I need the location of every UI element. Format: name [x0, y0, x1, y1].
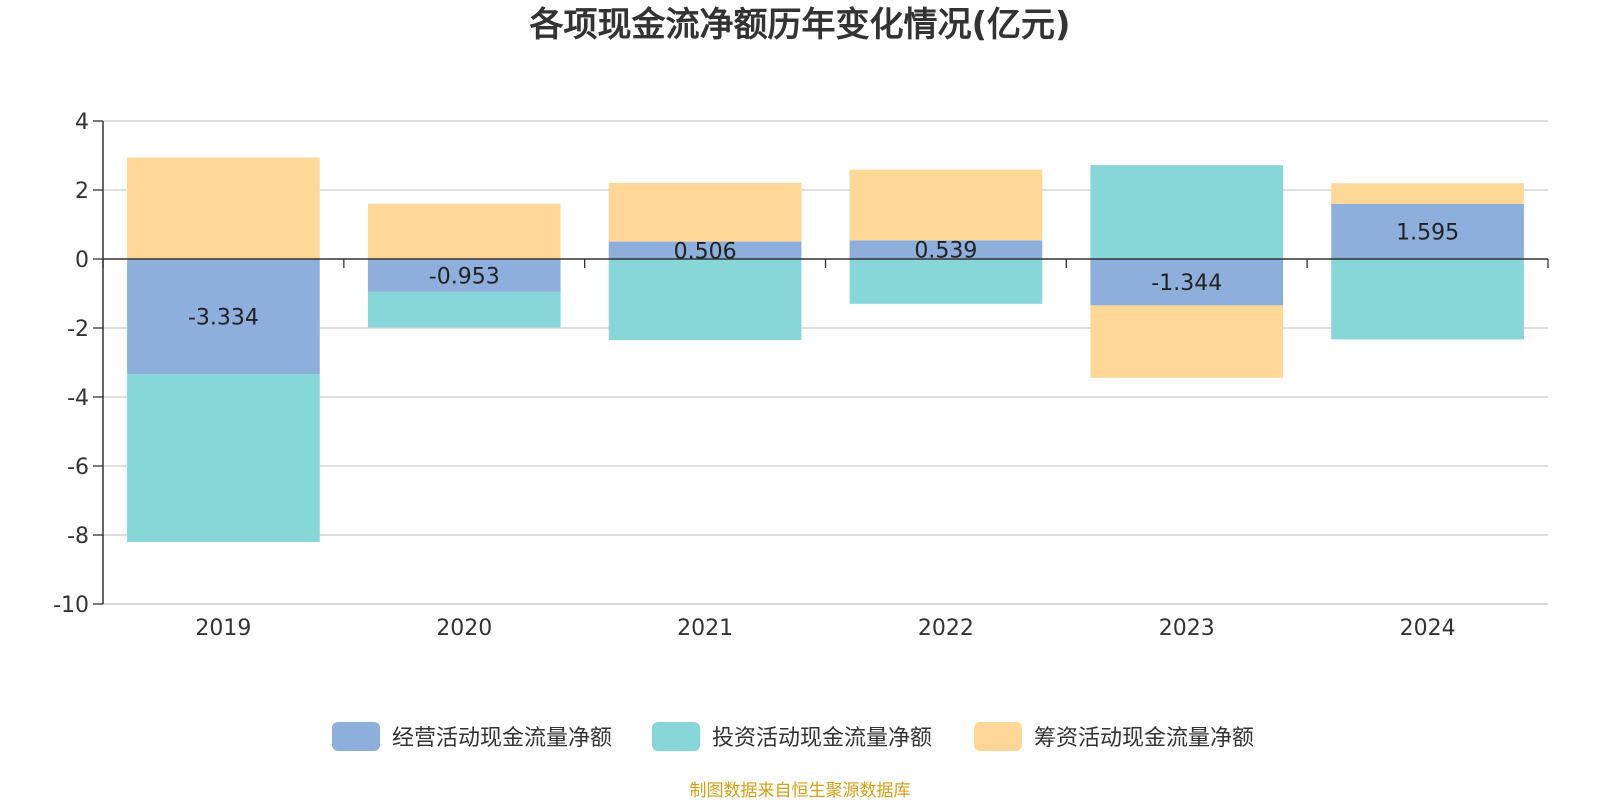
bar-segment-series-3: [1090, 305, 1284, 378]
gridlines: [103, 120, 1548, 605]
x-tick-label: 2022: [918, 616, 974, 641]
bar-segment-series-1: [367, 259, 561, 292]
legend-label: 筹资活动现金流量净额: [1034, 726, 1254, 751]
x-tick-label: 2020: [436, 616, 492, 641]
y-tick-label: -2: [67, 317, 89, 342]
legend-swatch: [332, 722, 380, 751]
y-tick-label: -6: [67, 455, 89, 480]
x-tick-label: 2023: [1159, 616, 1215, 641]
legend-item[interactable]: 投资活动现金流量净额: [652, 722, 932, 751]
legend-label: 经营活动现金流量净额: [392, 726, 612, 751]
bar-segment-series-1: [1090, 259, 1284, 306]
bar-segment-series-3: [127, 157, 320, 259]
y-tick-label: 2: [75, 179, 89, 204]
data-label: -0.953: [429, 264, 500, 289]
y-tick-label: 4: [75, 110, 89, 135]
data-labels: -3.334 -0.953 0.506 0.539 -1.344 1.595: [188, 220, 1459, 330]
legend: 经营活动现金流量净额 投资活动现金流量净额 筹资活动现金流量净额: [332, 722, 1254, 751]
bar-segment-series-2: [608, 259, 802, 341]
bar-segment-series-2: [127, 374, 320, 543]
y-tick-label: -8: [67, 524, 89, 549]
bar-segment-series-2: [1090, 165, 1284, 259]
legend-swatch: [974, 722, 1022, 751]
bar-segment-series-3: [608, 182, 802, 242]
bar-segment-series-3: [367, 203, 561, 259]
bar-segment-series-2: [367, 291, 561, 328]
bar-segment-series-2: [1331, 259, 1524, 340]
chart-title: 各项现金流净额历年变化情况(亿元): [529, 5, 1070, 45]
data-label: 0.506: [674, 239, 737, 264]
bar-segment-series-3: [849, 169, 1043, 241]
x-tick-label: 2024: [1400, 616, 1456, 641]
legend-item[interactable]: 筹资活动现金流量净额: [974, 722, 1254, 751]
bar-segment-series-2: [849, 259, 1043, 304]
bar-segment-series-1: [849, 240, 1043, 259]
legend-item[interactable]: 经营活动现金流量净额: [332, 722, 612, 751]
data-label: -1.344: [1151, 271, 1222, 296]
data-label: -3.334: [188, 306, 259, 331]
axes: 4 2 0 -2 -4 -6 -8 -10 2019 2020 2021 2022 2023 2024: [53, 110, 1549, 641]
bar-segment-series-1: [127, 259, 320, 375]
y-tick-label: -4: [67, 386, 89, 411]
y-tick-label: 0: [75, 248, 89, 273]
bar-segment-series-1: [608, 241, 802, 259]
data-label: 1.595: [1396, 220, 1459, 245]
bars: [127, 157, 1524, 543]
source-note: 制图数据来自恒生聚源数据库: [690, 781, 911, 800]
bar-segment-series-3: [1331, 183, 1524, 204]
legend-swatch: [652, 722, 700, 751]
x-tick-label: 2019: [195, 616, 251, 641]
legend-label: 投资活动现金流量净额: [712, 726, 932, 751]
bar-segment-series-1: [1331, 203, 1524, 259]
x-tick-label: 2021: [677, 616, 733, 641]
data-label: 0.539: [914, 239, 977, 264]
y-tick-label: -10: [53, 593, 89, 618]
